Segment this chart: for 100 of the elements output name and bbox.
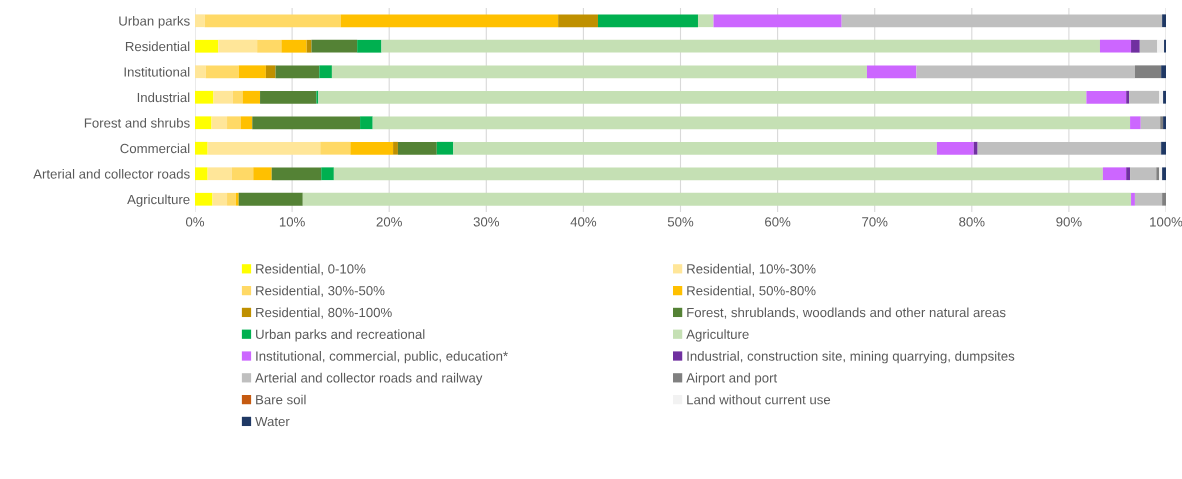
bar [841, 14, 1163, 28]
bar [1162, 14, 1166, 28]
x-tick-label: 60% [765, 217, 791, 227]
legend-label: Residential, 10%-30% [687, 263, 816, 276]
bar [235, 192, 239, 206]
bar [252, 116, 361, 130]
legend-label: Residential, 50%-80% [687, 285, 816, 297]
bar [240, 116, 253, 130]
legend-label: Industrial, construction site, mining quarrying, dumpsites [687, 351, 1015, 364]
bar [227, 192, 236, 206]
legend-label: Agriculture [686, 329, 749, 342]
bar [372, 116, 1131, 130]
bar [271, 167, 322, 181]
x-tick-label: 10% [279, 217, 305, 227]
legend-label: Forest, shrublands, woodlands and other natural areas [687, 307, 1006, 319]
x-tick-label: 30% [473, 217, 500, 227]
bar [1130, 116, 1141, 130]
bar [866, 65, 917, 79]
bar [1140, 116, 1161, 130]
bar [211, 116, 228, 130]
bar [393, 141, 398, 155]
x-tick-label: 80% [959, 217, 985, 227]
legend-label: Land without current use [687, 394, 831, 405]
bar [333, 167, 1103, 181]
bar [281, 39, 307, 53]
bar [977, 141, 1162, 155]
bar [207, 141, 321, 155]
bar [1130, 167, 1157, 181]
bar [218, 39, 258, 53]
y-tick-label: Institutional [124, 66, 190, 77]
bar [195, 141, 208, 155]
bar [713, 14, 842, 28]
legend-label: Bare soil [256, 394, 306, 405]
x-tick-label: 90% [1056, 217, 1082, 227]
legend-label: Residential, 0-10% [256, 263, 366, 276]
bar [1161, 65, 1166, 79]
y-tick-label: Residential [125, 41, 190, 52]
bar [238, 192, 303, 206]
bar [1099, 39, 1132, 53]
bar [195, 90, 214, 104]
bar [1162, 192, 1166, 206]
bar [916, 65, 1135, 79]
x-tick-label: 20% [376, 217, 402, 227]
bar [204, 14, 341, 28]
bar [195, 167, 208, 181]
bar [195, 65, 206, 79]
bar [1129, 90, 1160, 104]
bar [306, 39, 312, 53]
bar [265, 65, 276, 79]
bar [331, 65, 867, 79]
bar [1163, 90, 1166, 104]
bar [212, 192, 228, 206]
bar [242, 90, 261, 104]
bar [321, 167, 334, 181]
bar [350, 141, 394, 155]
legend-label: Arterial and collector roads and railway [255, 372, 483, 386]
y-tick-label: Urban parks [119, 15, 190, 29]
bar [1159, 90, 1164, 104]
bar [357, 39, 382, 53]
bar [227, 116, 241, 130]
x-tick-label: 100% [1150, 217, 1182, 227]
bar [1134, 192, 1163, 206]
x-tick-label: 50% [667, 217, 694, 227]
x-tick-label: 40% [570, 217, 597, 227]
legend-label: Institutional, commercial, public, education* [256, 351, 508, 364]
bar [195, 14, 205, 28]
y-tick-label: Agriculture [127, 194, 190, 207]
bar [302, 192, 1132, 206]
bar [232, 90, 243, 104]
bar [195, 192, 213, 206]
bar [311, 39, 358, 53]
bar [1157, 39, 1165, 53]
bar [397, 141, 437, 155]
bar [238, 65, 266, 79]
bar [558, 14, 598, 28]
bar [318, 90, 1087, 104]
legend-label: Water [255, 416, 290, 427]
bar [205, 65, 239, 79]
bar [697, 14, 714, 28]
bar [213, 90, 233, 104]
bar [360, 116, 373, 130]
bar [453, 141, 937, 155]
y-tick-label: Forest and shrubs [84, 117, 190, 128]
y-tick-label: Industrial [137, 92, 190, 103]
bar [436, 141, 454, 155]
bar [1139, 39, 1158, 53]
y-tick-label: Commercial [120, 143, 190, 154]
bar [257, 39, 282, 53]
bar [381, 39, 1100, 53]
legend-label: Residential, 80%-100% [256, 307, 392, 319]
bar [195, 39, 219, 53]
bar [260, 90, 317, 104]
bar [973, 141, 978, 155]
x-tick-label: 70% [862, 217, 888, 227]
bar [253, 167, 272, 181]
bar [195, 116, 212, 130]
bar [231, 167, 254, 181]
bar [1134, 65, 1162, 79]
legend-label: Residential, 30%-50% [256, 285, 385, 297]
y-tick-label: Arterial and collector roads [33, 168, 190, 179]
